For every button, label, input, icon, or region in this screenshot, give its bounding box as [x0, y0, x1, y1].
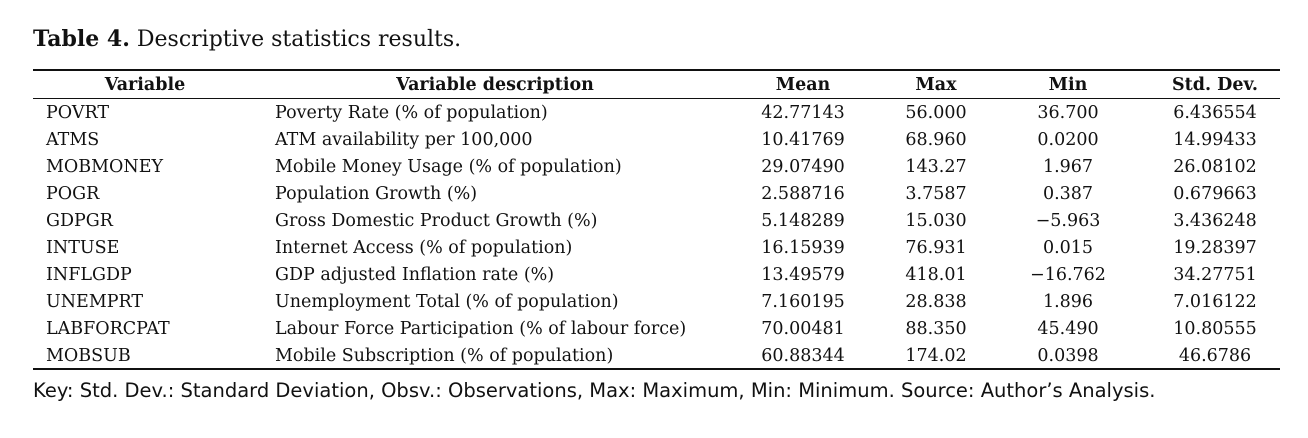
table-cell: Mobile Subscription (% of population) — [275, 346, 614, 366]
caption-text: Descriptive statistics results. — [136, 27, 462, 52]
table-cell: Unemployment Total (% of population) — [275, 292, 619, 312]
table-cell: 5.148289 — [761, 211, 845, 231]
table-cell: 1.967 — [1042, 157, 1094, 177]
table-cell: 0.387 — [1042, 184, 1094, 204]
table-cell: 45.490 — [1037, 319, 1099, 339]
table-cell: 28.838 — [905, 292, 967, 312]
table-cell: 56.000 — [905, 103, 967, 123]
header-rule — [33, 98, 1280, 99]
table-cell: 3.436248 — [1173, 211, 1257, 231]
table-cell: Gross Domestic Product Growth (%) — [275, 211, 598, 231]
table-cell: LABFORCPAT — [46, 319, 170, 339]
table-cell: 42.77143 — [761, 103, 845, 123]
table-cell: 26.08102 — [1173, 157, 1257, 177]
table-cell: Labour Force Participation (% of labour … — [275, 319, 687, 339]
table-cell: Population Growth (%) — [275, 184, 478, 204]
header-cell: Variable — [104, 75, 186, 95]
table-cell: −5.963 — [1035, 211, 1101, 231]
table-cell: 0.015 — [1042, 238, 1094, 258]
table-cell: Internet Access (% of population) — [275, 238, 573, 258]
header-cell: Min — [1048, 75, 1088, 95]
table-cell: GDP adjusted Inflation rate (%) — [275, 265, 555, 285]
table-cell: Mobile Money Usage (% of population) — [275, 157, 622, 177]
table-cell: 36.700 — [1037, 103, 1099, 123]
header-cell: Std. Dev. — [1172, 75, 1258, 95]
table-cell: 13.49579 — [761, 265, 845, 285]
table-cell: −16.762 — [1030, 265, 1106, 285]
table-cell: 46.6786 — [1178, 346, 1252, 366]
bottom-rule — [33, 368, 1280, 370]
table-cell: MOBSUB — [46, 346, 131, 366]
table-cell: 34.27751 — [1173, 265, 1257, 285]
table-cell: 3.7587 — [905, 184, 967, 204]
top-rule — [33, 69, 1280, 71]
table-cell: 7.160195 — [761, 292, 845, 312]
table-cell: ATMS — [46, 130, 100, 150]
table-cell: 174.02 — [905, 346, 967, 366]
table-cell: 60.88344 — [761, 346, 845, 366]
table-cell: 10.80555 — [1173, 319, 1257, 339]
table-cell: 6.436554 — [1173, 103, 1257, 123]
table-cell: 0.679663 — [1173, 184, 1257, 204]
table-cell: 15.030 — [905, 211, 967, 231]
table-cell: INTUSE — [46, 238, 120, 258]
table-cell: MOBMONEY — [46, 157, 164, 177]
header-cell: Variable description — [396, 75, 594, 95]
table-cell: 2.588716 — [761, 184, 845, 204]
table-cell: 1.896 — [1042, 292, 1094, 312]
table-cell: ATM availability per 100,000 — [275, 130, 533, 150]
table-cell: POVRT — [46, 103, 109, 123]
table-cell: 10.41769 — [761, 130, 845, 150]
table-caption: Table 4. Descriptive statistics results. — [33, 24, 461, 54]
caption-label: Table 4. — [33, 26, 130, 52]
table-cell: 418.01 — [905, 265, 967, 285]
table-note: Key: Std. Dev.: Standard Deviation, Obsv… — [33, 379, 1156, 402]
header-cell: Max — [915, 75, 957, 95]
table-cell: INFLGDP — [46, 265, 132, 285]
table-cell: Poverty Rate (% of population) — [275, 103, 548, 123]
table-cell: UNEMPRT — [46, 292, 144, 312]
header-cell: Mean — [775, 75, 831, 95]
table-cell: 0.0398 — [1037, 346, 1099, 366]
table-cell: 16.15939 — [761, 238, 845, 258]
table-cell: 88.350 — [905, 319, 967, 339]
table-cell: 0.0200 — [1037, 130, 1099, 150]
table-cell: POGR — [46, 184, 100, 204]
table-cell: 29.07490 — [761, 157, 845, 177]
table-cell: 14.99433 — [1173, 130, 1257, 150]
table-cell: 76.931 — [905, 238, 967, 258]
table-cell: 68.960 — [905, 130, 967, 150]
table-cell: 19.28397 — [1173, 238, 1257, 258]
table-cell: 143.27 — [905, 157, 967, 177]
table-cell: 7.016122 — [1173, 292, 1257, 312]
table-cell: GDPGR — [46, 211, 113, 231]
table-cell: 70.00481 — [761, 319, 845, 339]
